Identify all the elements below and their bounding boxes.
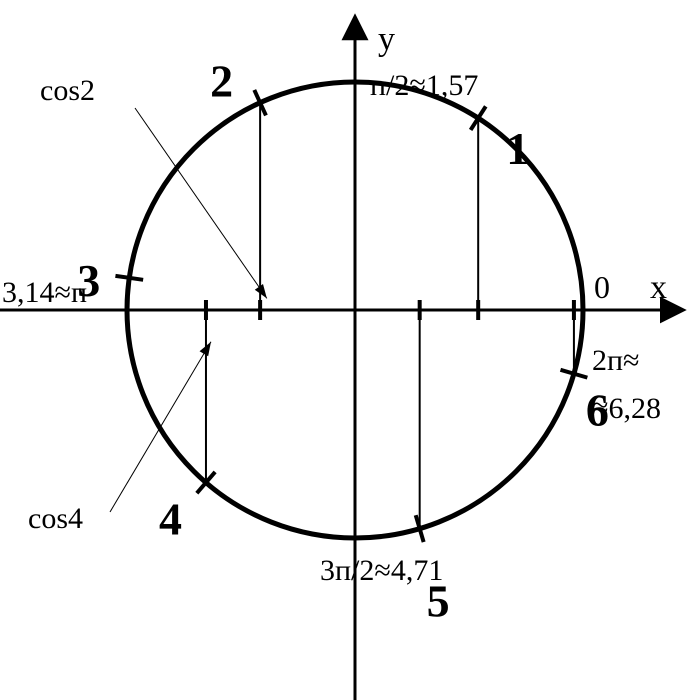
pi-half-label: п/2≈1,57 bbox=[370, 69, 478, 102]
cos4-label: cos4 bbox=[28, 502, 83, 535]
two-pi-label-a: 2п≈ bbox=[592, 344, 640, 377]
point-num-4: 4 bbox=[159, 494, 182, 545]
point-num-1: 1 bbox=[506, 123, 529, 174]
unit-circle-diagram: 123456 y x 0 п/2≈1,57 3,14≈п 3п/2≈4,71 2… bbox=[0, 0, 700, 700]
cos2-label: cos2 bbox=[40, 74, 95, 107]
points-layer: 123456 bbox=[77, 56, 609, 627]
y-axis-label: y bbox=[378, 21, 395, 58]
x-axis-label: x bbox=[650, 269, 667, 306]
three-pi-half-label: 3п/2≈4,71 bbox=[320, 554, 443, 587]
tick-3 bbox=[115, 276, 143, 280]
point-num-2: 2 bbox=[210, 56, 233, 107]
pi-label: 3,14≈п bbox=[2, 276, 87, 309]
origin-label: 0 bbox=[594, 269, 610, 305]
leader-cos4 bbox=[110, 342, 211, 512]
two-pi-label-b: ≈6,28 bbox=[592, 392, 661, 425]
